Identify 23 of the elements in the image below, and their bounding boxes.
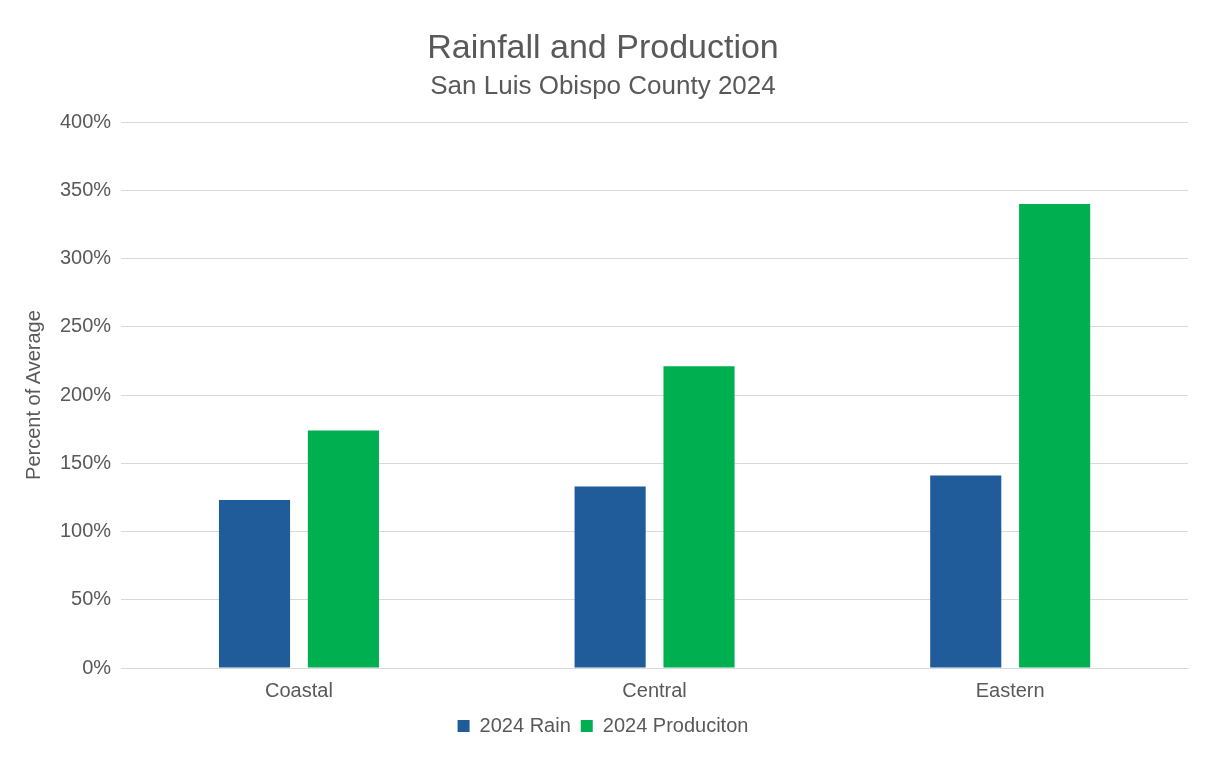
bar: [1019, 203, 1091, 668]
y-tick-label: 400%: [60, 109, 112, 132]
y-axis-title: Percent of Average: [21, 310, 44, 480]
x-tick-label: Coastal: [265, 678, 333, 701]
bar: [930, 475, 1002, 668]
bar: [663, 366, 735, 668]
y-tick-label: 100%: [60, 519, 112, 542]
bar: [218, 500, 291, 668]
legend-label: 2024 Produciton: [602, 713, 749, 736]
chart-subtitle: San Luis Obispo County 2024: [430, 69, 776, 100]
y-tick-label: 200%: [60, 382, 112, 405]
y-tick-label: 350%: [60, 177, 112, 200]
bar: [307, 430, 379, 668]
bar: [574, 486, 646, 668]
y-tick-label: 150%: [60, 450, 112, 473]
y-tick-label: 250%: [60, 314, 112, 337]
x-tick-label: Central: [622, 678, 687, 701]
x-tick-label: Eastern: [975, 678, 1045, 701]
chart-title: Rainfall and Production: [427, 26, 779, 65]
legend-label: 2024 Rain: [479, 713, 571, 736]
y-tick-label: 50%: [71, 587, 112, 610]
y-tick-label: 0%: [82, 655, 112, 678]
y-tick-label: 300%: [60, 246, 112, 269]
